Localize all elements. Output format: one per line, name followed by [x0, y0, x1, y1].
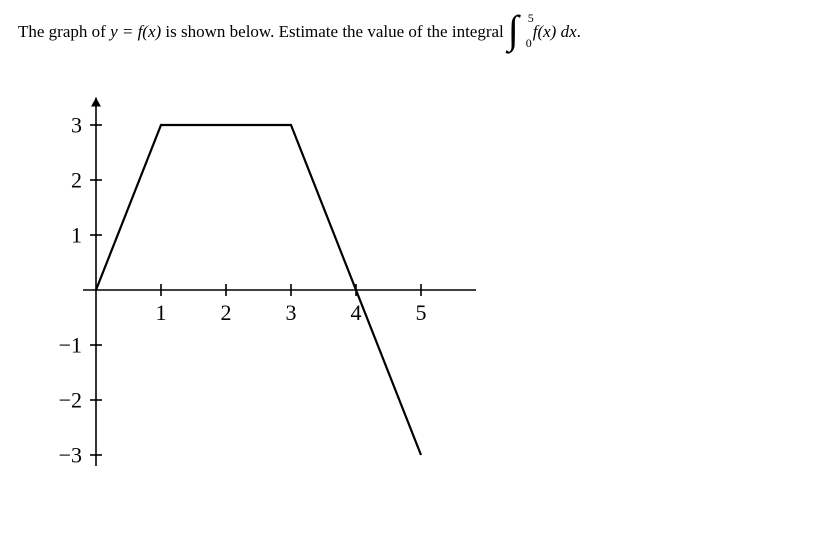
integral-sign-icon: ∫: [508, 7, 519, 52]
integral-expression: ∫ 5 0 f(x) dx: [508, 14, 577, 50]
integrand: f(x) dx: [533, 20, 577, 44]
y-tick-label: −3: [59, 442, 82, 467]
problem-suffix: .: [577, 20, 581, 44]
problem-statement: The graph of y = f(x) is shown below. Es…: [18, 14, 799, 50]
y-tick-label: 1: [71, 222, 82, 247]
integral-upper-limit: 5: [528, 10, 534, 27]
x-tick-label: 4: [351, 300, 362, 325]
y-tick-label: 3: [71, 112, 82, 137]
x-tick-label: 1: [156, 300, 167, 325]
problem-middle: is shown below. Estimate the value of th…: [165, 20, 503, 44]
y-tick-label: −1: [59, 332, 82, 357]
problem-prefix: The graph of: [18, 20, 106, 44]
y-tick-label: 2: [71, 167, 82, 192]
graph-chart: 1 2 3 4 5 1 2 3 −1 −2 −3: [36, 90, 799, 530]
integral-lower-limit: 0: [526, 35, 532, 52]
x-tick-label: 2: [221, 300, 232, 325]
chart-svg: 1 2 3 4 5 1 2 3 −1 −2 −3: [36, 90, 476, 530]
problem-equation: y = f(x): [106, 20, 166, 44]
x-tick-label: 5: [416, 300, 427, 325]
y-tick-label: −2: [59, 387, 82, 412]
x-tick-label: 3: [286, 300, 297, 325]
